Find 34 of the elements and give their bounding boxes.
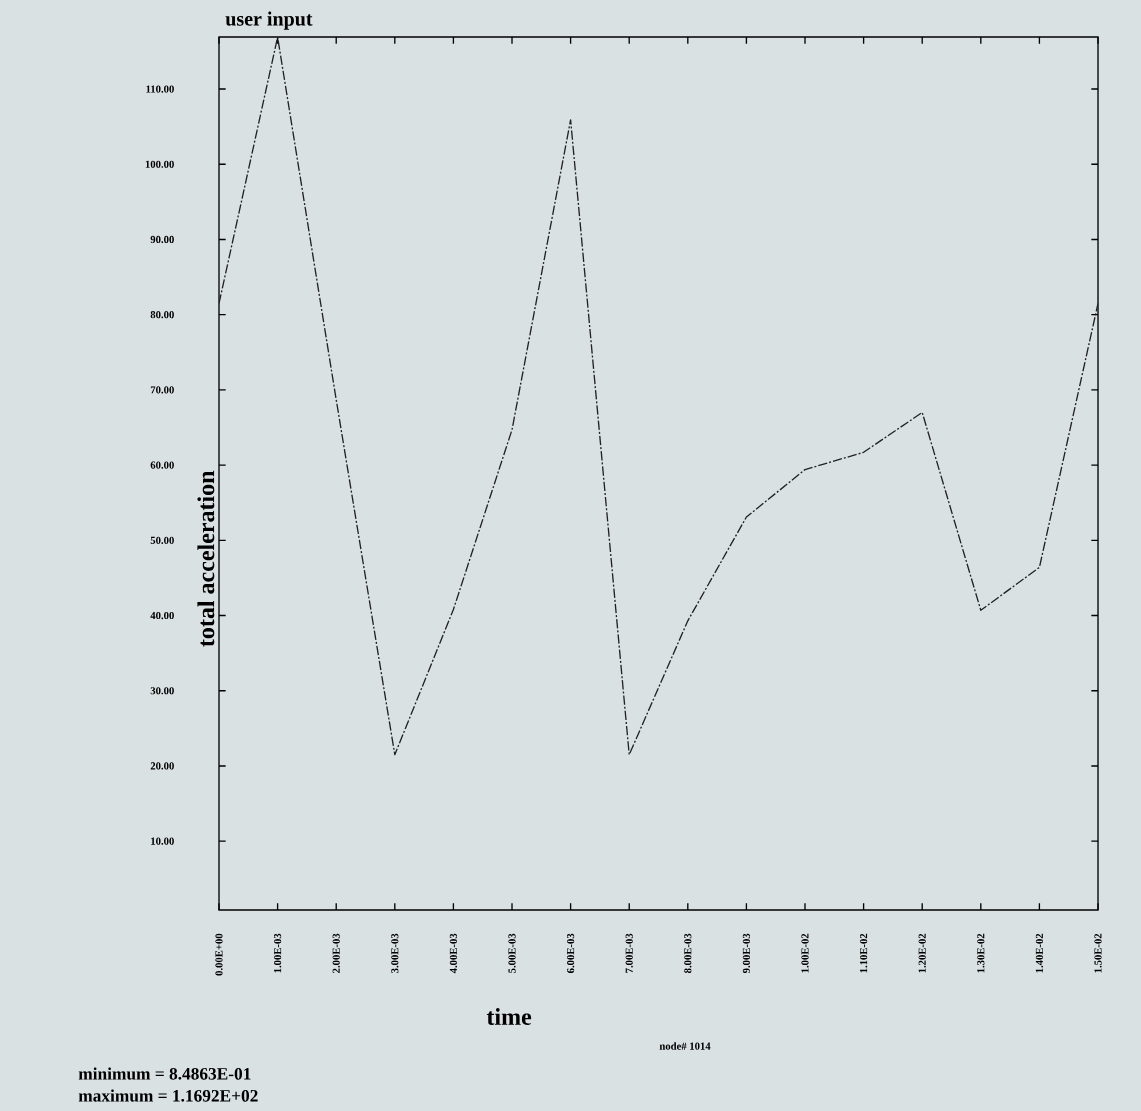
x-axis-title: time [486, 1008, 532, 1025]
x-tick-label: 1.50E-02 [1094, 933, 1102, 973]
x-tick-label: 5.00E-03 [508, 933, 516, 973]
x-tick-label: 1.10E-02 [859, 933, 868, 973]
x-tick-label: 8.00E-03 [684, 933, 692, 974]
x-tick-label: 7.00E-03 [625, 933, 633, 973]
x-tick-label: 1.40E-02 [1035, 933, 1044, 973]
chart-title: user input [225, 11, 313, 30]
y-tick-label: 10.00 [151, 837, 174, 845]
x-tick-label: 0.00E+00 [215, 933, 223, 976]
y-tick-label: 50.00 [150, 536, 174, 544]
x-tick-label: 4.00E-03 [449, 933, 458, 974]
x-tick-label: 3.00E-03 [391, 933, 399, 973]
text: minimum = 8.4863E-01 [78, 1067, 251, 1080]
y-tick-label: 110.00 [146, 85, 174, 93]
x-tick-label: 2.00E-03 [332, 933, 340, 973]
y-tick-label: 80.00 [150, 311, 174, 319]
y-tick-label: 20.00 [150, 762, 174, 770]
text: maximum = 1.1692E+02 [78, 1089, 258, 1102]
x-tick-label: 1.30E-02 [977, 933, 985, 973]
y-axis-title: total acceleration [197, 470, 215, 647]
x-tick-label: 9.00E-03 [742, 933, 751, 974]
y-tick-label: 30.00 [150, 687, 174, 695]
y-tick-label: 60.00 [150, 461, 174, 469]
y-tick-label: 100.00 [145, 160, 174, 168]
x-tick-label: 1.20E-02 [918, 933, 926, 973]
y-tick-label: 40.00 [150, 611, 174, 620]
x-tick-label: 1.00E-03 [273, 933, 282, 973]
line-series [219, 37, 1099, 756]
x-tick-label: 6.00E-03 [566, 933, 575, 974]
y-tick-label: 70.00 [150, 386, 174, 394]
y-tick-label: 90.00 [150, 235, 174, 244]
x-tick-label: 1.00E-02 [801, 933, 809, 973]
text: node# 1014 [659, 1042, 711, 1050]
